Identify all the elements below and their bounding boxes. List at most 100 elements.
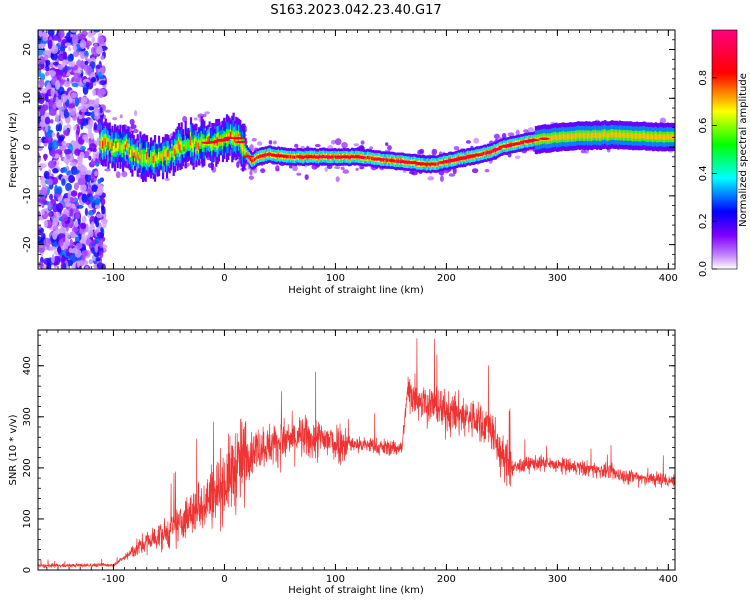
spectrogram-ridge-cell	[564, 134, 567, 140]
spectrogram-noise-cell	[91, 36, 95, 43]
spectrogram-ridge-cell	[257, 155, 261, 159]
spectrogram-noise-cell	[102, 84, 107, 89]
spectrogram-ridge-cell	[263, 154, 266, 158]
spectrogram-halo-cell	[411, 171, 418, 176]
snr-xlabel: Height of straight line (km)	[288, 585, 424, 596]
spectrogram-noise-cell	[74, 212, 81, 220]
spectrogram-peak-cell	[504, 144, 513, 147]
spectrogram-noise-cell	[55, 96, 59, 106]
spectrogram-ridge-cell	[240, 141, 243, 150]
spectrogram-noise-cell	[97, 178, 102, 184]
spectrogram-peak-cell	[465, 155, 475, 158]
spectrogram-noise-cell	[61, 178, 66, 186]
spectrogram-noise-cell	[43, 138, 49, 144]
spectrogram-halo-cell	[133, 109, 138, 117]
spectrogram-noise-cell	[76, 204, 84, 209]
snr-panel: -100 0 100 200 300 400 0 100 200 300 400 Height of…	[8, 329, 678, 596]
spectrogram-ridge-cell	[136, 151, 139, 160]
spectrogram-noise-cell	[90, 111, 95, 119]
spectrogram-halo-cell	[324, 167, 329, 173]
spectrogram-ridge-cell	[658, 134, 661, 140]
spectrogram-noise-cell	[89, 215, 96, 225]
spectrogram-ridge-cell	[161, 154, 165, 163]
spectrogram-ridge-cell	[637, 133, 640, 139]
spectrogram-ridge-cell	[622, 132, 625, 139]
colorbar-label: Normalized spectral amplitude	[738, 73, 749, 227]
spectrogram-noise-cell	[57, 123, 63, 132]
spectrogram-noise-cell	[96, 213, 103, 219]
spectrogram-peak-cell	[539, 137, 550, 140]
spectrogram-noise-cell	[100, 198, 106, 206]
spectrogram-ridge-cell	[561, 133, 564, 140]
spectrogram-ridge-cell	[608, 132, 611, 138]
spectrogram-noise-cell	[72, 115, 78, 121]
spectrogram-noise-cell	[73, 125, 77, 131]
spectrogram-halo-cell	[331, 139, 336, 145]
spectrogram-halo-cell	[369, 146, 373, 150]
spectrogram-noise-cell	[38, 224, 42, 230]
spectrogram-noise-cell	[75, 43, 81, 53]
spectrogram-noise-cell	[86, 170, 92, 176]
spectrogram-halo-cell	[431, 148, 438, 155]
spectrogram-ridge-cell	[580, 132, 583, 139]
spectrogram-ridge-cell	[251, 159, 254, 163]
spectrogram-ridge-cell	[486, 150, 490, 154]
spectrogram-ridge-cell	[573, 133, 576, 139]
spectrogram-halo-cell	[360, 140, 365, 145]
spectrogram-noise-cell	[85, 65, 93, 76]
spectrogram-ridge-cell	[492, 149, 495, 153]
x-tick-label: 200	[437, 273, 456, 284]
spectrogram-halo-cell	[353, 143, 359, 147]
spectrogram-noise-cell	[85, 136, 89, 144]
spectrogram-ridge-cell	[99, 140, 102, 147]
spectrogram-ridge-cell	[593, 132, 596, 138]
spectrogram-ridge-cell	[171, 146, 174, 152]
spectrogram-ridge-cell	[121, 144, 125, 153]
spectrogram-ridge-cell	[364, 156, 367, 160]
spectrogram-noise-cell	[45, 124, 49, 133]
spectrogram-noise-cell	[58, 135, 65, 142]
spectrogram-ridge-cell	[628, 133, 631, 139]
spectrogram-ridge-cell	[569, 133, 572, 139]
spectrogram-halo-cell	[607, 149, 611, 153]
spectrogram-noise-cell	[52, 61, 59, 66]
spectrogram-halo-cell	[236, 161, 240, 169]
spectrogram-ridge-cell	[116, 142, 119, 151]
spectrogram-ridge-cell	[436, 162, 439, 166]
spectrogram-noise-cell	[67, 104, 75, 109]
spectrogram-halo-cell	[314, 143, 321, 148]
spectrogram-peak-cell	[201, 141, 214, 144]
spectrogram-noise-cell	[50, 52, 58, 61]
spectrogram-ridge-cell	[634, 133, 637, 139]
spectrogram-noise-cell	[73, 72, 81, 83]
colorbar-tick-label: 0.6	[698, 118, 709, 134]
spectrogram-ridge-cell	[149, 154, 153, 162]
spectrogram-noise-cell	[47, 202, 52, 210]
x-tick-label: 300	[548, 574, 567, 585]
spectrogram-ridge-cell	[107, 141, 110, 151]
spectrogram-ridge-cell	[176, 144, 179, 153]
spectrogram-ridge-cell	[115, 141, 118, 149]
spectrogram-ridge-cell	[434, 162, 438, 166]
spectrogram-noise-cell	[64, 42, 71, 47]
spectrogram-noise-cell	[81, 112, 85, 119]
spectrogram-ridge-cell	[602, 132, 605, 138]
spectrogram-noise-cell	[79, 184, 87, 192]
spectrogram-peak-cell	[270, 154, 284, 157]
spectrogram-halo-cell	[204, 111, 210, 115]
spectrogram-ridge-cell	[626, 132, 629, 138]
spectrogram-ridge-cell	[135, 149, 138, 155]
spectrogram-ridge-cell	[131, 149, 134, 159]
spectrogram-noise-cell	[89, 117, 94, 128]
spectrogram-noise-cell	[55, 202, 64, 213]
spectrogram-peak-cell	[319, 155, 333, 159]
spectrogram-ridge-cell	[592, 132, 595, 139]
spectrogram-noise-cell	[72, 50, 80, 58]
spectrogram-ridge-cell	[289, 155, 292, 159]
spectrogram-peak-cell	[333, 155, 344, 159]
spectrogram-ridge-cell	[667, 134, 671, 140]
spectrogram-ridge-cell	[288, 155, 291, 159]
spectrogram-halo-cell	[448, 173, 456, 177]
spectrogram-noise-cell	[100, 204, 105, 211]
spectrogram-noise-cell	[54, 184, 59, 195]
